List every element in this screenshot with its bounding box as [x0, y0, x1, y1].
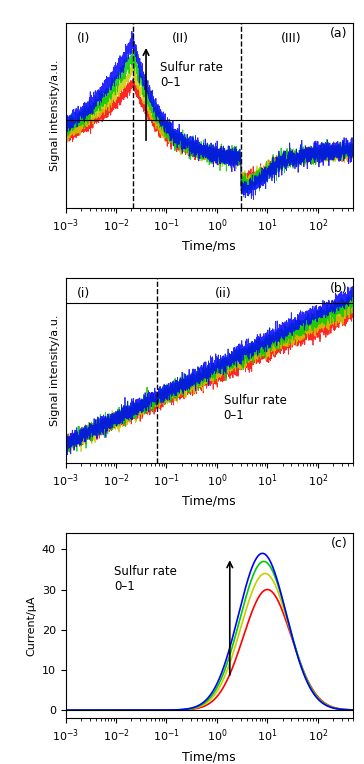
Text: (c): (c) [331, 537, 347, 550]
X-axis label: Time/ms: Time/ms [182, 750, 236, 763]
Text: Sulfur rate
0–1: Sulfur rate 0–1 [114, 565, 177, 594]
Text: (b): (b) [330, 282, 347, 295]
Y-axis label: Signal intensity/a.u.: Signal intensity/a.u. [50, 60, 60, 171]
Text: (a): (a) [330, 27, 347, 40]
Text: Sulfur rate
0–1: Sulfur rate 0–1 [161, 60, 223, 89]
Text: (ii): (ii) [215, 287, 232, 300]
Text: (II): (II) [172, 32, 189, 45]
Y-axis label: Signal intensity/a.u.: Signal intensity/a.u. [50, 315, 60, 426]
Text: (III): (III) [281, 32, 302, 45]
Y-axis label: Current/μA: Current/μA [26, 595, 36, 656]
X-axis label: Time/ms: Time/ms [182, 240, 236, 253]
Text: Sulfur rate
0–1: Sulfur rate 0–1 [223, 393, 286, 422]
X-axis label: Time/ms: Time/ms [182, 495, 236, 508]
Text: (I): (I) [77, 32, 90, 45]
Text: (i): (i) [77, 287, 90, 300]
